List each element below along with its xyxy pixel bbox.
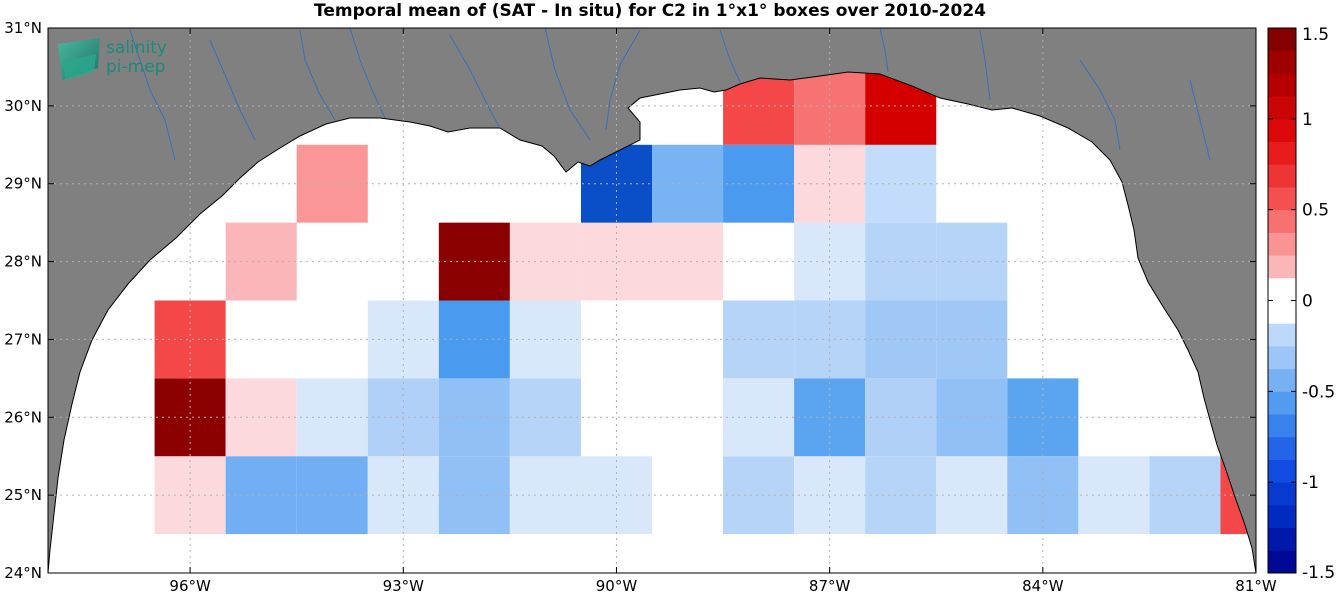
- colorbar-band: [1268, 527, 1296, 551]
- y-tick-label: 26°N: [4, 408, 42, 426]
- data-cell: [509, 300, 581, 379]
- colorbar-band: [1268, 118, 1296, 143]
- colorbar-band: [1268, 232, 1296, 256]
- data-cell: [723, 378, 795, 457]
- data-cell: [1078, 456, 1150, 535]
- colorbar-band: [1268, 209, 1296, 233]
- y-tick-label: 30°N: [4, 97, 42, 115]
- colorbar-band: [1268, 459, 1296, 483]
- y-tick-label: 24°N: [4, 564, 42, 582]
- colorbar-band: [1268, 504, 1296, 529]
- data-cell: [154, 300, 226, 379]
- data-cell: [723, 456, 795, 535]
- map-title: Temporal mean of (SAT - In situ) for C2 …: [314, 1, 986, 21]
- data-cell: [225, 456, 297, 535]
- data-cell: [1007, 378, 1079, 457]
- colorbar-band: [1268, 368, 1296, 392]
- x-tick-label: 93°W: [383, 577, 425, 594]
- data-cell: [509, 222, 581, 301]
- colorbar-band: [1268, 414, 1296, 438]
- y-tick-label: 27°N: [4, 330, 42, 348]
- colorbar-band: [1268, 300, 1296, 324]
- data-cell: [509, 456, 581, 535]
- data-cell: [652, 144, 724, 223]
- data-cell: [580, 222, 652, 301]
- colorbar-tick-label: -1: [1302, 473, 1319, 493]
- colorbar-band: [1268, 141, 1296, 165]
- x-tick-label: 90°W: [596, 577, 638, 594]
- colorbar-band: [1268, 436, 1296, 460]
- y-tick-label: 28°N: [4, 253, 42, 271]
- colorbar-band: [1268, 550, 1296, 574]
- colorbar-band: [1268, 186, 1296, 211]
- data-cell: [652, 222, 724, 301]
- x-tick-label: 96°W: [169, 577, 211, 594]
- colorbar-tick-label: 1.5: [1302, 25, 1329, 45]
- x-axis: 96°W 93°W 90°W 87°W 84°W 81°W: [169, 28, 1277, 594]
- colorbar-band: [1268, 323, 1296, 347]
- colorbar-tick-label: 0.5: [1302, 201, 1329, 221]
- data-cell: [225, 222, 297, 301]
- colorbar: [1268, 28, 1296, 574]
- data-cell: [723, 300, 795, 379]
- data-cell: [723, 144, 795, 223]
- colorbar-band: [1268, 73, 1296, 97]
- colorbar-band: [1268, 28, 1296, 52]
- colorbar-tick-label: -0.5: [1302, 382, 1335, 402]
- colorbar-band: [1268, 482, 1296, 506]
- y-axis: 24°N 25°N 26°N 27°N 28°N 29°N 30°N 31°N: [4, 19, 1256, 582]
- y-tick-label: 29°N: [4, 175, 42, 193]
- data-cell: [1149, 456, 1221, 535]
- colorbar-tick-label: 0: [1302, 292, 1313, 312]
- logo-line-1: salinity: [106, 38, 167, 58]
- colorbar-band: [1268, 391, 1296, 415]
- colorbar-ticks: 1.5 1 0.5 0 -0.5 -1 -1.5: [1268, 25, 1335, 583]
- colorbar-band: [1268, 345, 1296, 370]
- data-cell: [154, 378, 226, 457]
- x-tick-label: 84°W: [1022, 577, 1064, 594]
- salinity-pi-mep-logo: salinity pi-mep: [58, 38, 167, 80]
- plot-frame: [47, 27, 1257, 574]
- rivers: [129, 28, 1211, 161]
- colorbar-band: [1268, 164, 1296, 188]
- colorbar-band: [1268, 277, 1296, 301]
- y-tick-label: 31°N: [4, 19, 42, 37]
- land-mass: [48, 28, 1256, 573]
- data-cell: [509, 378, 581, 457]
- data-cell: [225, 378, 297, 457]
- colorbar-tick-label: 1: [1302, 110, 1313, 130]
- x-tick-label: 81°W: [1235, 577, 1277, 594]
- logo-line-2: pi-mep: [106, 57, 165, 77]
- y-tick-label: 25°N: [4, 486, 42, 504]
- colorbar-band: [1268, 50, 1296, 74]
- colorbar-tick-label: -1.5: [1302, 563, 1335, 583]
- colorbar-band: [1268, 255, 1296, 279]
- colorbar-band: [1268, 96, 1296, 120]
- x-tick-label: 87°W: [809, 577, 851, 594]
